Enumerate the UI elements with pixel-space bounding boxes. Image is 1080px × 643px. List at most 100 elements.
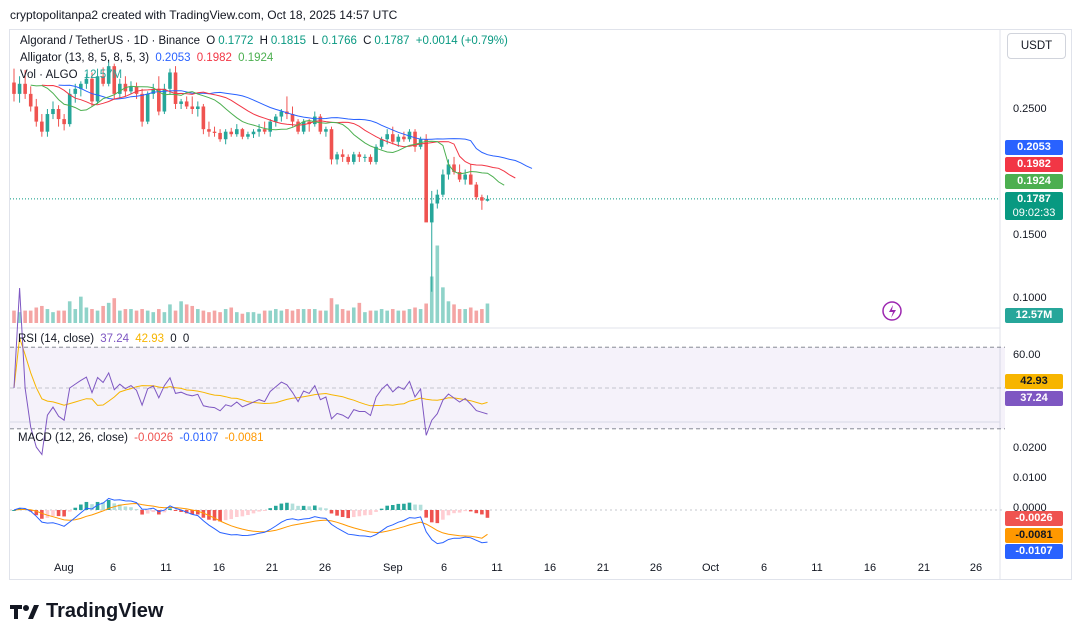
macd-histogram-bar xyxy=(173,510,178,511)
candle-body xyxy=(374,146,378,162)
volume-bar xyxy=(485,303,490,323)
candle-body xyxy=(95,76,100,102)
currency-unit-button[interactable]: USDT xyxy=(1007,33,1066,59)
volume-bar xyxy=(12,310,16,323)
volume-bar xyxy=(402,310,406,323)
tradingview-brand-text: TradingView xyxy=(46,600,164,622)
volume-bar xyxy=(296,309,300,323)
volume-bar xyxy=(340,309,345,323)
macd-histogram-bar xyxy=(296,505,300,510)
volume-bar xyxy=(151,312,156,323)
candle-body xyxy=(240,129,245,137)
macd-histogram-bar xyxy=(179,510,183,512)
macd-histogram-bar xyxy=(480,510,484,515)
macd-histogram-bar xyxy=(235,510,239,518)
volume-bar xyxy=(457,309,462,323)
volume-bar xyxy=(279,310,284,323)
candle-body xyxy=(179,101,183,104)
symbol-title[interactable]: Algorand / TetherUS · 1D · Binance xyxy=(20,35,201,47)
macd-histogram-bar xyxy=(145,510,150,514)
macd-histogram-bar xyxy=(229,510,234,520)
macd-histogram-bar xyxy=(468,510,473,512)
volume-bar xyxy=(184,304,189,323)
macd-histogram-bar xyxy=(240,510,245,517)
candle-body xyxy=(441,174,445,195)
macd-label[interactable]: MACD (12, 26, close) xyxy=(18,432,128,444)
volume-bar xyxy=(290,310,295,323)
macd-line xyxy=(13,497,488,545)
ohlc-close: 0.1787 xyxy=(374,35,410,47)
macd-signal-line xyxy=(13,502,488,539)
macd-signal-tag: -0.0081 xyxy=(1005,528,1063,543)
volume-bar xyxy=(190,305,195,323)
candle-body xyxy=(145,93,150,122)
volume-bar xyxy=(90,309,94,323)
candle-body xyxy=(73,88,78,94)
price-legend: Algorand / TetherUS · 1D · Binance O 0.17… xyxy=(20,35,511,47)
macd-histogram-bar xyxy=(396,503,401,510)
macd-histogram-bar xyxy=(95,501,100,510)
alligator-jaw-value: 0.2053 xyxy=(155,52,191,64)
rsi-label[interactable]: RSI (14, close) xyxy=(18,333,95,345)
candle-body xyxy=(340,154,345,157)
chart-caption: cryptopolitanpa2 created with TradingVie… xyxy=(10,8,398,22)
macd-histogram-bar xyxy=(413,504,417,510)
candle-body xyxy=(273,116,278,122)
macd-histogram-bar xyxy=(168,508,172,510)
date-axis-tick: 6 xyxy=(440,562,448,574)
volume-bar xyxy=(212,310,217,323)
volume-bar xyxy=(23,310,27,323)
volume-bar xyxy=(207,312,211,323)
date-axis-tick: 21 xyxy=(596,562,610,574)
candle-body xyxy=(424,139,428,223)
volume-bar xyxy=(168,304,172,323)
candle-body xyxy=(290,114,295,122)
tradingview-brand: TradingView xyxy=(10,600,163,623)
candle-body xyxy=(480,197,484,201)
volume-label[interactable]: Vol · ALGO xyxy=(20,69,78,81)
candle-body xyxy=(351,154,356,162)
date-axis-tick: Oct xyxy=(702,562,720,574)
date-axis-tick: 26 xyxy=(649,562,663,574)
date-axis-tick: 11 xyxy=(160,562,172,574)
candle-body xyxy=(413,131,417,147)
volume-bar xyxy=(301,309,306,323)
volume-bar xyxy=(329,298,334,323)
candle-body xyxy=(134,86,139,94)
macd-histogram-bar xyxy=(340,510,345,517)
volume-bar xyxy=(235,312,239,323)
candle-body xyxy=(246,134,250,137)
macd-histogram-bar xyxy=(151,510,156,513)
macd-histogram-bar xyxy=(474,510,479,514)
macd-histogram-bar xyxy=(418,504,423,510)
macd-histogram-bar xyxy=(118,504,122,510)
volume-bar xyxy=(162,312,167,323)
macd-histogram-bar xyxy=(140,510,144,515)
macd-histogram-bar xyxy=(12,510,16,511)
alligator-legend: Alligator (13, 8, 5, 8, 5, 3) 0.2053 0.1… xyxy=(20,52,276,64)
candle-body xyxy=(474,184,479,198)
macd-signal-value: -0.0081 xyxy=(224,432,264,444)
candle-body xyxy=(402,136,406,140)
volume-legend: Vol · ALGO 12.57M xyxy=(20,69,125,81)
macd-histogram-bar xyxy=(390,505,395,510)
volume-bar xyxy=(51,312,55,323)
volume-bar xyxy=(145,310,150,323)
macd-histogram-bar xyxy=(106,499,111,510)
volume-bar xyxy=(62,310,66,323)
candle-body xyxy=(307,121,312,125)
candle-body xyxy=(34,106,39,122)
candle-body xyxy=(268,121,273,132)
macd-hist-value: -0.0026 xyxy=(134,432,174,444)
volume-bar xyxy=(418,309,423,323)
volume-bar xyxy=(368,310,373,323)
rsi-line xyxy=(13,287,488,456)
macd-axis-tick: 0.0100 xyxy=(1013,472,1047,484)
alligator-label[interactable]: Alligator (13, 8, 5, 8, 5, 3) xyxy=(20,52,150,64)
candle-body xyxy=(67,93,72,125)
volume-bar xyxy=(246,312,250,323)
candle-body xyxy=(312,116,317,125)
volume-bar xyxy=(429,276,434,323)
volume-bar xyxy=(335,304,339,323)
